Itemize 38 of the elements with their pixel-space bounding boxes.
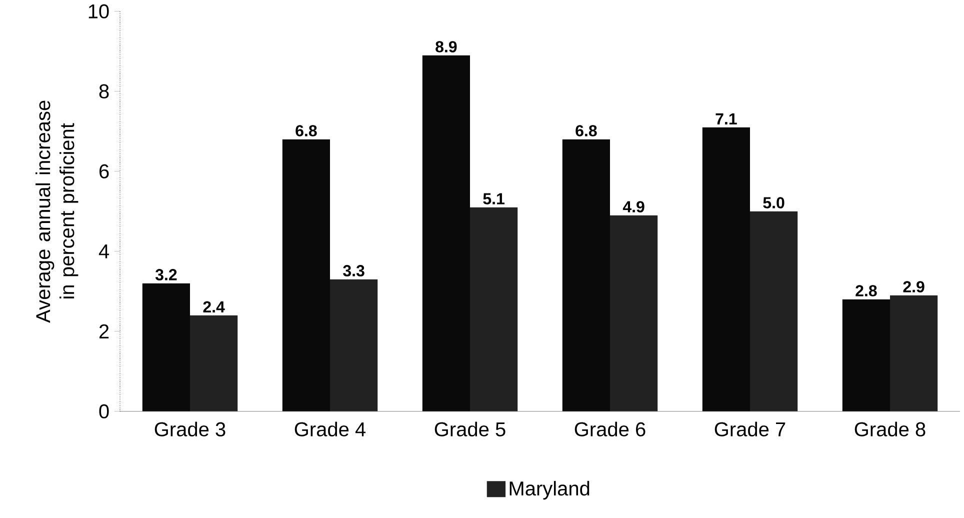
bar bbox=[422, 55, 470, 412]
bar bbox=[282, 139, 330, 412]
bar bbox=[842, 299, 890, 412]
x-tick-label: Grade 8 bbox=[854, 422, 926, 436]
bar bbox=[890, 295, 938, 412]
y-tick-label: 8 bbox=[99, 84, 109, 98]
data-label: 5.1 bbox=[483, 193, 504, 204]
y-tick-label: 10 bbox=[88, 4, 109, 18]
x-tick-label: Grade 3 bbox=[154, 422, 226, 436]
y-tick-label: 0 bbox=[99, 404, 109, 418]
bar bbox=[610, 215, 658, 412]
data-label: 3.2 bbox=[155, 269, 177, 280]
bar bbox=[142, 283, 190, 412]
bar bbox=[750, 211, 798, 412]
bar bbox=[702, 127, 750, 412]
data-label: 4.9 bbox=[622, 201, 644, 212]
x-tick-label: Grade 7 bbox=[714, 422, 786, 436]
y-tick-label: 6 bbox=[100, 164, 109, 178]
bar bbox=[190, 315, 238, 412]
bar bbox=[562, 139, 610, 412]
data-label: 6.8 bbox=[576, 125, 597, 136]
y-axis-title: Average annual increase in percent proficient bbox=[36, 100, 78, 323]
data-label: 3.3 bbox=[343, 265, 364, 276]
y-tick-label: 4 bbox=[98, 244, 110, 258]
data-label: 8.9 bbox=[436, 41, 457, 52]
x-tick-label: Grade 5 bbox=[434, 422, 506, 436]
data-label: 7.1 bbox=[716, 113, 737, 124]
x-tick-label: Grade 6 bbox=[574, 422, 646, 436]
y-tick-label: 2 bbox=[99, 324, 109, 338]
data-label: 2.8 bbox=[856, 285, 877, 296]
data-label: 5.0 bbox=[763, 197, 784, 208]
bar bbox=[470, 207, 518, 412]
legend-label: Maryland bbox=[510, 480, 590, 500]
x-tick-label: Grade 4 bbox=[294, 422, 366, 436]
data-label: 6.8 bbox=[296, 125, 317, 136]
data-label: 2.4 bbox=[203, 301, 225, 312]
data-label: 2.9 bbox=[903, 281, 924, 292]
bar bbox=[330, 279, 378, 412]
